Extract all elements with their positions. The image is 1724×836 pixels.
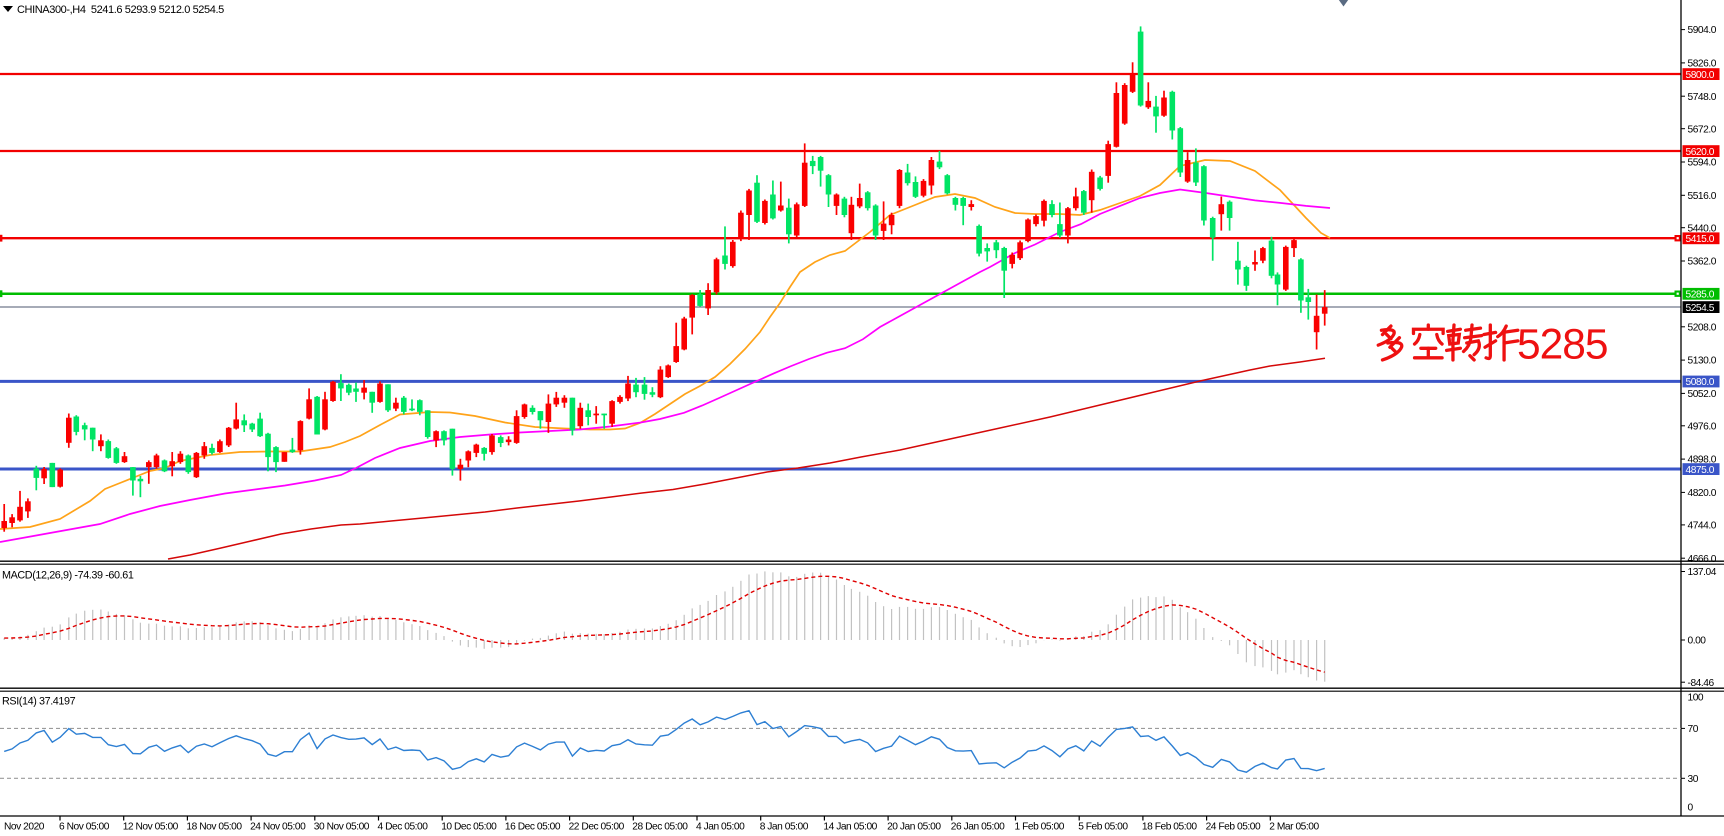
svg-text:70: 70 xyxy=(1688,724,1699,735)
svg-text:5285.0: 5285.0 xyxy=(1686,290,1715,301)
svg-text:137.04: 137.04 xyxy=(1688,567,1717,578)
svg-text:4 Dec 05:00: 4 Dec 05:00 xyxy=(378,822,429,833)
svg-text:5415.0: 5415.0 xyxy=(1686,234,1715,245)
svg-text:4744.0: 4744.0 xyxy=(1688,520,1717,531)
svg-text:22 Dec 05:00: 22 Dec 05:00 xyxy=(569,822,625,833)
svg-text:5748.0: 5748.0 xyxy=(1688,92,1717,103)
svg-text:5130.0: 5130.0 xyxy=(1688,356,1717,367)
svg-text:4820.0: 4820.0 xyxy=(1688,488,1717,499)
svg-text:5672.0: 5672.0 xyxy=(1688,124,1717,135)
svg-text:MACD(12,26,9) -74.39 -60.61: MACD(12,26,9) -74.39 -60.61 xyxy=(2,570,134,582)
svg-text:8 Jan 05:00: 8 Jan 05:00 xyxy=(760,822,809,833)
svg-text:24 Nov 05:00: 24 Nov 05:00 xyxy=(250,822,306,833)
svg-text:30: 30 xyxy=(1688,774,1699,785)
svg-text:28 Dec 05:00: 28 Dec 05:00 xyxy=(632,822,688,833)
svg-text:5052.0: 5052.0 xyxy=(1688,389,1717,400)
svg-text:CHINA300-,H4 5241.6 5293.9 52: CHINA300-,H4 5241.6 5293.9 5212.0 5254.5 xyxy=(17,4,224,16)
svg-text:5800.0: 5800.0 xyxy=(1686,70,1715,81)
svg-text:2 Mar 05:00: 2 Mar 05:00 xyxy=(1269,822,1319,833)
svg-text:1 Feb 05:00: 1 Feb 05:00 xyxy=(1015,822,1065,833)
svg-text:0.00: 0.00 xyxy=(1688,636,1707,647)
svg-text:5620.0: 5620.0 xyxy=(1686,147,1715,158)
svg-text:5080.0: 5080.0 xyxy=(1686,377,1715,388)
svg-text:30 Nov 05:00: 30 Nov 05:00 xyxy=(314,822,370,833)
svg-text:4898.0: 4898.0 xyxy=(1688,455,1717,466)
svg-text:20 Jan 05:00: 20 Jan 05:00 xyxy=(887,822,941,833)
svg-text:5254.5: 5254.5 xyxy=(1686,303,1715,314)
svg-text:4 Jan 05:00: 4 Jan 05:00 xyxy=(696,822,745,833)
svg-text:-84.46: -84.46 xyxy=(1688,678,1715,689)
svg-text:5285: 5285 xyxy=(1517,322,1608,369)
svg-text:24 Feb 05:00: 24 Feb 05:00 xyxy=(1206,822,1261,833)
svg-text:6 Nov 05:00: 6 Nov 05:00 xyxy=(59,822,110,833)
svg-text:Nov 2020: Nov 2020 xyxy=(4,822,45,833)
svg-text:5904.0: 5904.0 xyxy=(1688,25,1717,36)
svg-text:5208.0: 5208.0 xyxy=(1688,322,1717,333)
svg-text:16 Dec 05:00: 16 Dec 05:00 xyxy=(505,822,561,833)
svg-text:5 Feb 05:00: 5 Feb 05:00 xyxy=(1078,822,1128,833)
svg-text:5440.0: 5440.0 xyxy=(1688,223,1717,234)
svg-text:5516.0: 5516.0 xyxy=(1688,191,1717,202)
svg-text:4666.0: 4666.0 xyxy=(1688,554,1717,565)
svg-text:12 Nov 05:00: 12 Nov 05:00 xyxy=(123,822,179,833)
svg-text:26 Jan 05:00: 26 Jan 05:00 xyxy=(951,822,1005,833)
svg-text:5594.0: 5594.0 xyxy=(1688,158,1717,169)
svg-text:RSI(14) 37.4197: RSI(14) 37.4197 xyxy=(2,696,76,708)
svg-text:100: 100 xyxy=(1688,693,1704,704)
svg-text:10 Dec 05:00: 10 Dec 05:00 xyxy=(441,822,497,833)
svg-text:14 Jan 05:00: 14 Jan 05:00 xyxy=(823,822,877,833)
svg-text:5826.0: 5826.0 xyxy=(1688,58,1717,69)
svg-text:4976.0: 4976.0 xyxy=(1688,421,1717,432)
svg-text:18 Feb 05:00: 18 Feb 05:00 xyxy=(1142,822,1197,833)
svg-text:0: 0 xyxy=(1688,803,1694,814)
svg-text:5362.0: 5362.0 xyxy=(1688,257,1717,268)
svg-text:4875.0: 4875.0 xyxy=(1686,465,1715,476)
svg-text:18 Nov 05:00: 18 Nov 05:00 xyxy=(186,822,242,833)
